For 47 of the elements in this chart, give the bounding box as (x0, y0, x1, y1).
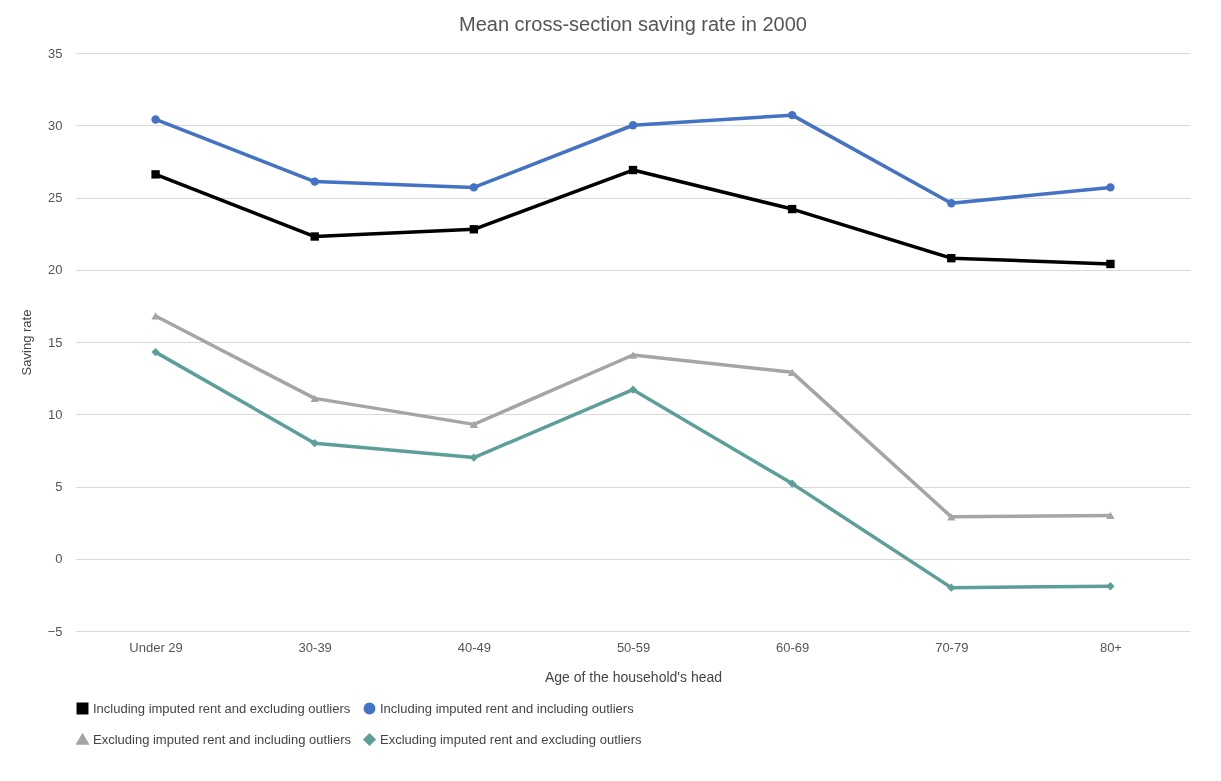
point (628, 351, 638, 359)
y-tick-label: 30 (48, 117, 63, 133)
point (1106, 259, 1115, 269)
point (151, 312, 160, 320)
y-tick-label: 10 (48, 406, 63, 422)
point (628, 121, 638, 130)
y-tick-label: 5 (55, 479, 63, 494)
legend-label: Including imputed rent and excluding outliers (93, 700, 351, 716)
y-axis-title: Saving rate (18, 309, 34, 376)
y-tick-label: 15 (48, 334, 63, 350)
point (151, 170, 160, 179)
legend-label: Including imputed rent and including outliers (380, 700, 635, 716)
y-tick-label: 20 (48, 262, 63, 278)
x-tick-label: Under 29 (129, 639, 183, 655)
x-tick-label: 40-49 (457, 639, 491, 655)
point (151, 115, 160, 124)
point (787, 204, 797, 214)
y-tick-label: 25 (48, 190, 63, 205)
point (787, 479, 797, 488)
x-tick-label: 50-59 (616, 639, 651, 655)
point (787, 110, 797, 120)
x-tick-label: 60-69 (776, 639, 810, 655)
x-axis-title: Age of the household's head (544, 668, 723, 685)
x-tick-label: 30-39 (298, 639, 332, 655)
point (310, 438, 319, 448)
point (310, 177, 319, 186)
point (310, 232, 319, 241)
point (1106, 511, 1115, 520)
y-tick-label: 0 (55, 551, 63, 567)
y-tick-label: 35 (48, 45, 63, 61)
point (947, 199, 956, 208)
legend-label: Excluding imputed rent and excluding outliers (380, 731, 643, 747)
point (469, 225, 479, 234)
legend-label: Excluding imputed rent and including outliers (93, 731, 352, 747)
x-tick-label: 70-79 (935, 639, 969, 655)
point (469, 183, 479, 192)
point (947, 254, 956, 263)
point (628, 385, 638, 394)
point (469, 420, 479, 428)
point (1106, 582, 1115, 591)
chart-title: Mean cross-section saving rate in 2000 (459, 13, 807, 35)
point (151, 347, 160, 357)
point (1106, 183, 1115, 192)
y-tick-label: −5 (47, 623, 63, 639)
x-tick-label: 80+ (1099, 639, 1122, 655)
point (310, 394, 319, 402)
point (628, 165, 638, 175)
